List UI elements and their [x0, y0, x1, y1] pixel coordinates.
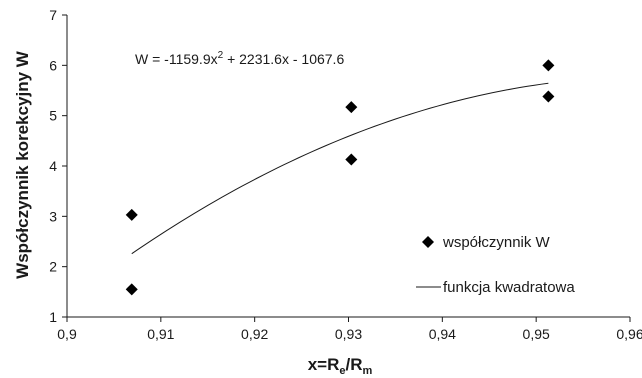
equation-superscript: 2	[218, 50, 224, 61]
x-axis-title: x=Re/Rm	[308, 355, 373, 377]
x-axis-title-mid: /R	[346, 355, 363, 374]
data-point-diamond	[345, 153, 358, 166]
data-point-diamond	[542, 59, 555, 72]
data-point-diamond	[125, 283, 138, 296]
equation-main: W = -1159.9x	[135, 51, 218, 67]
x-axis-title-sub1: e	[339, 365, 345, 377]
data-points	[125, 59, 555, 296]
y-tick-label: 1	[49, 309, 57, 325]
y-tick-label: 4	[49, 158, 57, 174]
x-tick-label: 0,91	[147, 326, 174, 342]
legend: współczynnik W funkcja kwadratowa	[416, 234, 575, 296]
x-tick-labels: 0,9 0,91 0,92 0,93 0,94 0,95 0,96	[57, 326, 642, 342]
legend-label-trend: funkcja kwadratowa	[443, 279, 575, 296]
y-tick-label: 5	[49, 108, 57, 124]
legend-marker-diamond	[422, 236, 434, 248]
y-tick-label: 7	[49, 7, 57, 23]
y-tick-label: 3	[49, 208, 57, 224]
x-tick-label: 0,93	[335, 326, 362, 342]
x-axis-title-sub2: m	[363, 365, 373, 377]
legend-label-points: współczynnik W	[442, 234, 551, 251]
x-tick-label: 0,95	[523, 326, 550, 342]
y-tick-label: 6	[49, 57, 57, 73]
axes	[62, 14, 631, 322]
data-point-diamond	[125, 208, 138, 221]
equation-rest: + 2231.6x - 1067.6	[223, 51, 344, 67]
x-tick-label: 0,9	[57, 326, 77, 342]
data-point-diamond	[345, 101, 358, 114]
x-tick-label: 0,96	[616, 326, 642, 342]
x-tick-label: 0,94	[429, 326, 456, 342]
trendline-curve	[131, 82, 549, 255]
x-axis-title-prefix: x=R	[308, 355, 340, 374]
y-axis-title: Współczynnik korekcyjny W	[13, 50, 32, 279]
y-tick-label: 2	[49, 259, 57, 275]
data-point-diamond	[542, 90, 555, 103]
y-tick-labels: 1 2 3 4 5 6 7	[49, 7, 57, 325]
x-tick-label: 0,92	[241, 326, 268, 342]
equation-label: W = -1159.9x2 + 2231.6x - 1067.6	[135, 50, 344, 67]
